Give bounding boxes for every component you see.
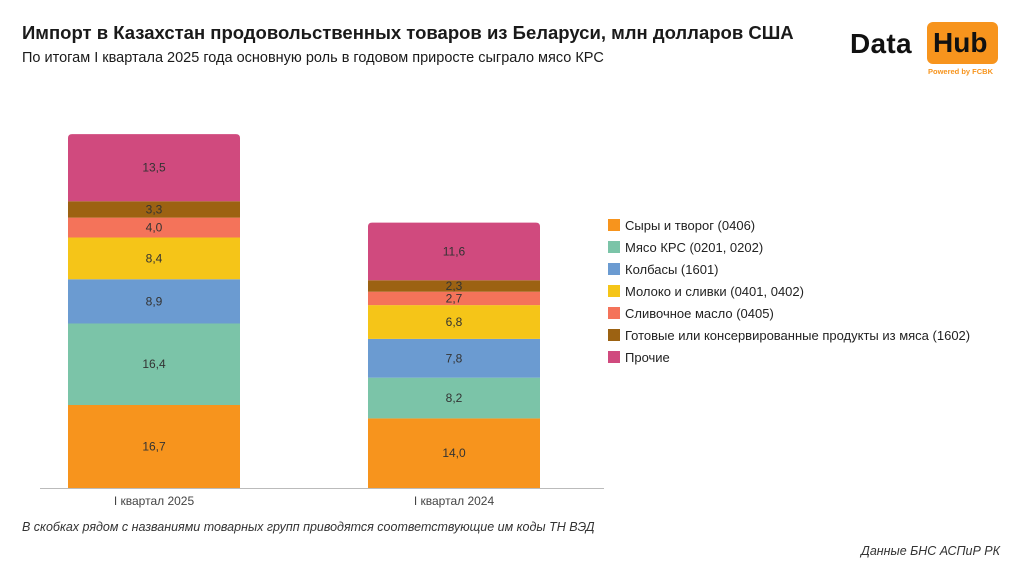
- legend-item: Сливочное масло (0405): [608, 302, 970, 324]
- bar-segment: [368, 338, 540, 378]
- data-label: 2,3: [446, 279, 463, 293]
- data-label: 3,3: [146, 202, 163, 216]
- bar-segment: [68, 405, 240, 488]
- logo-word-hub: Hub: [933, 27, 988, 58]
- data-label: 8,4: [146, 251, 163, 265]
- bar-segment: [368, 280, 540, 292]
- legend-swatch: [608, 241, 620, 253]
- data-label: 7,8: [446, 351, 463, 365]
- data-label: 8,9: [146, 294, 163, 308]
- legend-item: Готовые или консервированные продукты из…: [608, 324, 970, 346]
- x-tick-label: I квартал 2024: [414, 494, 495, 508]
- data-label: 16,4: [142, 357, 166, 371]
- logo-hub-badge: Hub: [927, 22, 998, 64]
- bar-segment: [68, 201, 240, 218]
- legend-label: Мясо КРС (0201, 0202): [625, 239, 764, 255]
- legend-label: Прочие: [625, 349, 670, 365]
- legend-swatch: [608, 219, 620, 231]
- data-label: 4,0: [146, 221, 163, 235]
- legend-item: Мясо КРС (0201, 0202): [608, 236, 970, 258]
- logo-word-data: Data: [850, 28, 912, 59]
- legend-swatch: [608, 329, 620, 341]
- bar-segment: [68, 279, 240, 324]
- legend-item: Молоко и сливки (0401, 0402): [608, 280, 970, 302]
- chart-legend: Сыры и творог (0406) Мясо КРС (0201, 0202…: [608, 214, 970, 368]
- data-label: 13,5: [142, 161, 166, 175]
- chart-footnote: В скобках рядом с названиями товарных гр…: [22, 520, 595, 534]
- data-label: 2,7: [446, 291, 463, 305]
- legend-swatch: [608, 285, 620, 297]
- data-label: 11,6: [443, 244, 466, 258]
- bar-segment: [68, 323, 240, 406]
- legend-label: Молоко и сливки (0401, 0402): [625, 283, 804, 299]
- chart-subtitle: По итогам I квартала 2025 года основную …: [22, 50, 604, 66]
- legend-item: Сыры и творог (0406): [608, 214, 970, 236]
- legend-label: Сыры и творог (0406): [625, 217, 756, 233]
- bar-segment: [368, 377, 540, 419]
- bar-segment: [368, 291, 540, 306]
- legend-label: Готовые или консервированные продукты из…: [625, 327, 971, 343]
- logo-powered-text: Powered by FCBK: [928, 67, 994, 76]
- legend-item: Колбасы (1601): [608, 258, 970, 280]
- bar-segment: [68, 217, 240, 238]
- legend-label: Сливочное масло (0405): [625, 305, 774, 321]
- legend-swatch: [608, 263, 620, 275]
- data-source: Данные БНС АСПиР РК: [861, 544, 1000, 558]
- bar-segment: [68, 237, 240, 280]
- bar-segment: [68, 134, 240, 202]
- legend-swatch: [608, 307, 620, 319]
- data-label: 16,7: [142, 440, 166, 454]
- bar-segment: [368, 418, 540, 488]
- bar-segment: [368, 305, 540, 339]
- data-label: 8,2: [446, 391, 463, 405]
- data-label: 14,0: [442, 446, 466, 460]
- chart-title: Импорт в Казахстан продовольственных тов…: [22, 22, 794, 43]
- x-tick-label: I квартал 2025: [114, 494, 195, 508]
- legend-swatch: [608, 351, 620, 363]
- legend-label: Колбасы (1601): [625, 261, 719, 277]
- legend-item: Прочие: [608, 346, 970, 368]
- data-label: 6,8: [446, 315, 463, 329]
- datahub-logo: Data Hub Powered by FCBK: [850, 22, 1000, 80]
- bar-segment: [368, 222, 540, 281]
